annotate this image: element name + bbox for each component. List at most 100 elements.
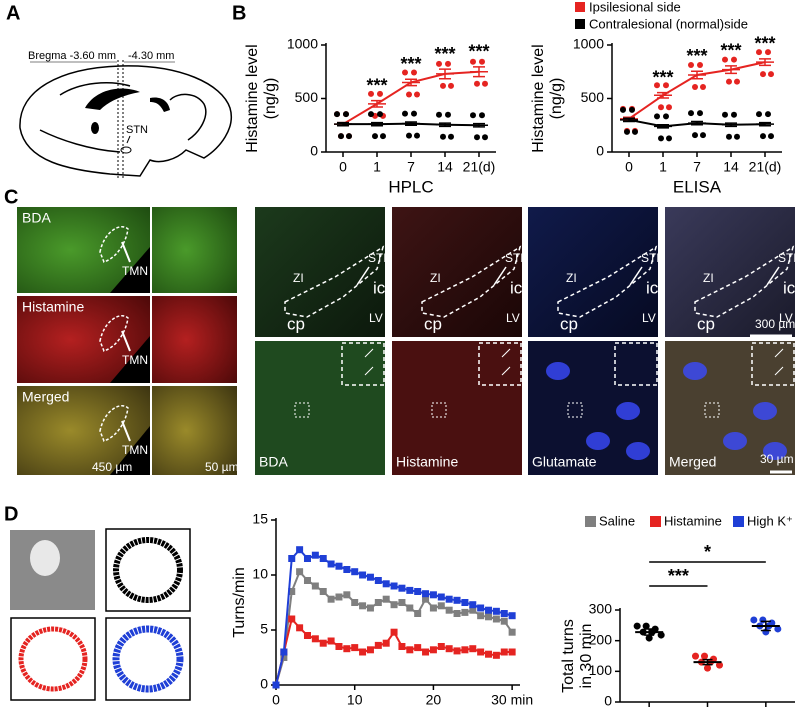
marker [429,646,437,654]
arrow [774,348,784,358]
y-tick-label: 1000 [573,36,604,52]
significance: *** [366,75,387,95]
point [716,661,723,669]
error-bar [402,121,420,126]
error-bar [688,120,706,126]
error-bar [470,122,488,128]
x-tick-label: 14 [723,159,739,175]
point [448,133,454,140]
point [368,111,374,118]
panel-c: BDA TMN Histamine TMN Merged TMN 450 µm 50 µm ST… [17,207,800,482]
point [620,106,626,113]
marker [288,555,296,562]
region-label: ZI [703,271,714,285]
marker [359,602,367,610]
marker [414,644,422,652]
point [697,110,703,117]
marker [351,599,359,606]
marker [327,637,335,645]
error-bar [368,99,386,108]
marker [374,641,382,649]
marker [422,595,430,603]
marker [485,606,493,614]
roi-box [431,402,447,418]
x-tick-label: 7 [693,159,701,175]
track [113,537,183,603]
legend-label: High K⁺ [747,513,793,528]
point [632,128,638,135]
marker [437,593,445,601]
y-tick-label: 300 [589,601,613,617]
scale-label: 50 µm [205,460,239,474]
point [406,91,412,98]
marker [366,573,374,581]
marker [343,645,351,653]
point [411,69,417,76]
y-axis-label: (ng/g) [548,78,565,120]
y-axis-label: in 30 min [578,624,595,689]
channel-label: Glutamate [532,454,597,470]
point [343,111,349,118]
point [479,58,485,65]
marker [445,606,453,614]
cell [753,402,777,420]
marker [280,648,288,656]
stn-outline [421,245,522,318]
region-label: cp [424,314,442,333]
marker [359,571,367,579]
bregma-label: Bregma -3.60 mm [28,50,116,62]
point [482,134,488,141]
point [750,616,758,624]
marker [453,596,461,604]
legend-label: Histamine [664,513,722,528]
point [406,132,412,139]
region-label: cp [697,314,715,333]
marker [366,646,374,654]
marker [461,599,469,606]
legend-label: Contralesional (normal)side [589,16,748,31]
stn-outline [694,245,795,318]
point [402,110,408,117]
marker [453,647,461,655]
roi-box [294,402,310,418]
scale-label: 450 µm [92,460,132,474]
y-tick-label: 5 [260,621,268,637]
arrow [364,366,374,376]
region-label: ic [783,278,796,297]
significance: * [704,542,711,562]
marker [327,595,335,603]
tmn-outline [99,405,129,442]
marker [327,560,335,568]
point [692,132,698,139]
point [663,82,669,89]
point [645,634,653,642]
micrograph [255,341,385,475]
point [334,111,340,118]
leader-line [356,266,370,286]
cell [586,432,610,450]
point [624,128,630,135]
leader-line [121,241,131,263]
marker [296,568,304,576]
point [704,664,711,672]
marker [351,644,359,652]
region-label: LV [642,311,656,325]
marker [390,601,398,609]
marker [280,654,288,661]
marker [406,586,414,594]
marker [382,639,390,647]
panel-label: A [6,2,20,24]
region-label: ZI [430,271,441,285]
marker [382,595,390,603]
point [697,61,703,68]
marker [469,645,477,653]
micrograph [665,207,795,337]
region-label: STN [641,251,665,265]
point [470,112,476,119]
y-tick-label: 100 [589,662,613,678]
point [700,83,706,90]
point [377,90,383,97]
marker [366,604,374,612]
animal-photo [30,540,60,576]
